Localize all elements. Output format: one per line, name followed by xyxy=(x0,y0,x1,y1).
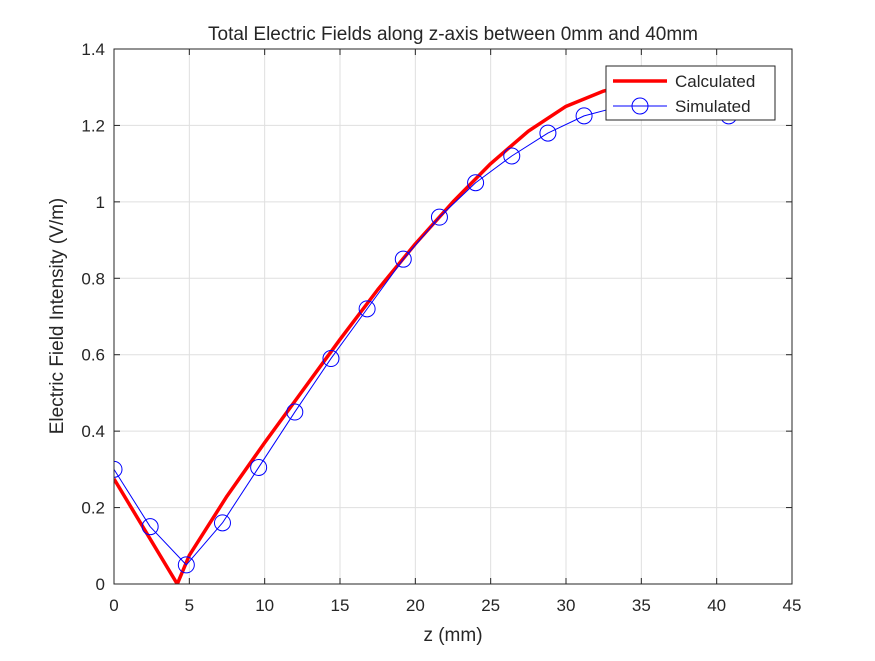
axes-box xyxy=(113,48,793,585)
data-point-simulated xyxy=(467,174,485,192)
data-point-simulated xyxy=(177,556,195,574)
y-axis-label: Electric Field Intensity (V/m) xyxy=(47,198,68,435)
data-point-simulated xyxy=(250,458,268,476)
data-point-simulated xyxy=(394,250,412,268)
x-tick-label: 0 xyxy=(109,596,118,615)
tick-marks xyxy=(113,48,793,585)
x-tick-label: 20 xyxy=(406,596,425,615)
y-tick-label: 0.8 xyxy=(81,269,105,288)
legend-simulated-marker xyxy=(631,97,649,115)
legend-simulated-label: Simulated xyxy=(675,97,751,116)
x-tick-label: 35 xyxy=(632,596,651,615)
x-tick-label: 30 xyxy=(557,596,576,615)
x-tick-label: 45 xyxy=(783,596,802,615)
data-point-simulated xyxy=(322,350,340,368)
data-point-simulated xyxy=(358,300,376,318)
x-tick-label: 10 xyxy=(255,596,274,615)
y-tick-label: 0.4 xyxy=(81,422,105,441)
x-tick-label: 25 xyxy=(481,596,500,615)
legend-calculated-label: Calculated xyxy=(675,72,755,91)
data-point-simulated xyxy=(503,147,521,165)
x-tick-label: 5 xyxy=(185,596,194,615)
y-tick-label: 0.2 xyxy=(81,499,105,518)
data-point-simulated xyxy=(575,107,593,125)
data-point-simulated xyxy=(114,460,123,478)
data-point-simulated xyxy=(213,514,231,532)
y-tick-label: 0.6 xyxy=(81,346,105,365)
x-tick-label: 15 xyxy=(331,596,350,615)
data-point-simulated xyxy=(539,124,557,142)
y-tick-label: 1.4 xyxy=(81,40,105,59)
y-tick-labels: 0 0.2 0.4 0.6 0.8 1 1.2 1.4 xyxy=(81,40,105,594)
y-tick-label: 0 xyxy=(96,575,105,594)
data-point-simulated xyxy=(430,208,448,226)
data-point-simulated xyxy=(141,518,159,536)
y-tick-label: 1.2 xyxy=(81,116,105,135)
x-tick-label: 40 xyxy=(707,596,726,615)
x-axis-label: z (mm) xyxy=(423,625,482,646)
x-tick-labels: 0 5 10 15 20 25 30 35 40 45 xyxy=(109,596,801,615)
y-tick-label: 1 xyxy=(96,193,105,212)
data-point-simulated xyxy=(286,403,304,421)
plot-area xyxy=(114,49,792,584)
legend: Calculated Simulated xyxy=(605,65,776,121)
chart-title: Total Electric Fields along z-axis betwe… xyxy=(208,24,698,45)
